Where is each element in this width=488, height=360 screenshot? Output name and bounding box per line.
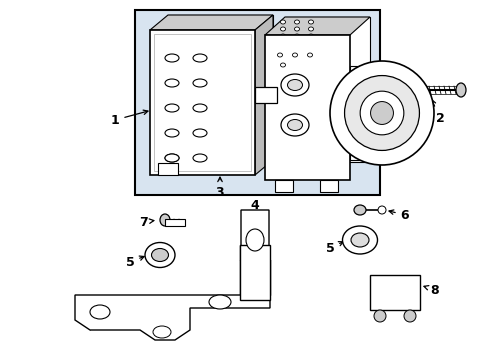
Ellipse shape: [164, 54, 179, 62]
Bar: [264, 35, 349, 180]
Text: 5: 5: [325, 242, 343, 255]
Ellipse shape: [294, 34, 299, 38]
Ellipse shape: [281, 74, 308, 96]
Ellipse shape: [164, 79, 179, 87]
Circle shape: [344, 76, 419, 150]
Ellipse shape: [281, 114, 308, 136]
Ellipse shape: [455, 83, 465, 97]
Polygon shape: [150, 15, 272, 30]
Ellipse shape: [350, 233, 368, 247]
Bar: [349, 66, 377, 160]
Text: 1: 1: [110, 110, 148, 126]
Ellipse shape: [308, 20, 313, 24]
Text: 2: 2: [431, 100, 444, 125]
Ellipse shape: [193, 54, 206, 62]
Ellipse shape: [193, 104, 206, 112]
Circle shape: [329, 61, 433, 165]
Ellipse shape: [280, 27, 285, 31]
Bar: [254, 87, 276, 103]
Ellipse shape: [280, 20, 285, 24]
Bar: [154, 34, 250, 171]
Ellipse shape: [287, 80, 302, 90]
Polygon shape: [75, 295, 269, 340]
Polygon shape: [254, 15, 272, 175]
Ellipse shape: [145, 243, 175, 267]
Text: 5: 5: [125, 256, 144, 269]
Text: 6: 6: [388, 208, 408, 221]
Ellipse shape: [294, 27, 299, 31]
Ellipse shape: [208, 295, 230, 309]
Ellipse shape: [308, 27, 313, 31]
Ellipse shape: [193, 129, 206, 137]
Ellipse shape: [294, 20, 299, 24]
Text: 3: 3: [215, 177, 224, 198]
Ellipse shape: [153, 326, 171, 338]
Ellipse shape: [287, 120, 302, 131]
Ellipse shape: [277, 53, 282, 57]
Bar: [158, 163, 178, 175]
Text: 8: 8: [423, 284, 438, 297]
Ellipse shape: [164, 154, 179, 162]
Bar: [274, 180, 292, 192]
Ellipse shape: [353, 205, 365, 215]
Circle shape: [360, 91, 403, 135]
Ellipse shape: [280, 34, 285, 38]
Ellipse shape: [292, 53, 297, 57]
Polygon shape: [264, 17, 369, 35]
Ellipse shape: [307, 53, 312, 57]
Polygon shape: [168, 15, 272, 160]
Ellipse shape: [342, 226, 377, 254]
Bar: [135, 10, 379, 195]
Ellipse shape: [308, 34, 313, 38]
Bar: [164, 219, 184, 226]
Text: 7: 7: [138, 216, 154, 229]
Ellipse shape: [280, 63, 285, 67]
Bar: [369, 275, 419, 310]
Circle shape: [403, 310, 415, 322]
Bar: [319, 180, 337, 192]
Text: 4: 4: [250, 198, 259, 217]
Bar: [150, 30, 254, 175]
Circle shape: [370, 102, 393, 125]
Circle shape: [373, 310, 385, 322]
Polygon shape: [285, 17, 369, 162]
Ellipse shape: [160, 214, 170, 226]
Ellipse shape: [164, 104, 179, 112]
Ellipse shape: [193, 154, 206, 162]
Ellipse shape: [164, 154, 179, 162]
Ellipse shape: [151, 248, 168, 261]
Ellipse shape: [245, 229, 264, 251]
Ellipse shape: [90, 305, 110, 319]
Polygon shape: [241, 210, 268, 280]
Ellipse shape: [164, 129, 179, 137]
Ellipse shape: [377, 206, 385, 214]
Ellipse shape: [193, 79, 206, 87]
Bar: [240, 245, 269, 300]
